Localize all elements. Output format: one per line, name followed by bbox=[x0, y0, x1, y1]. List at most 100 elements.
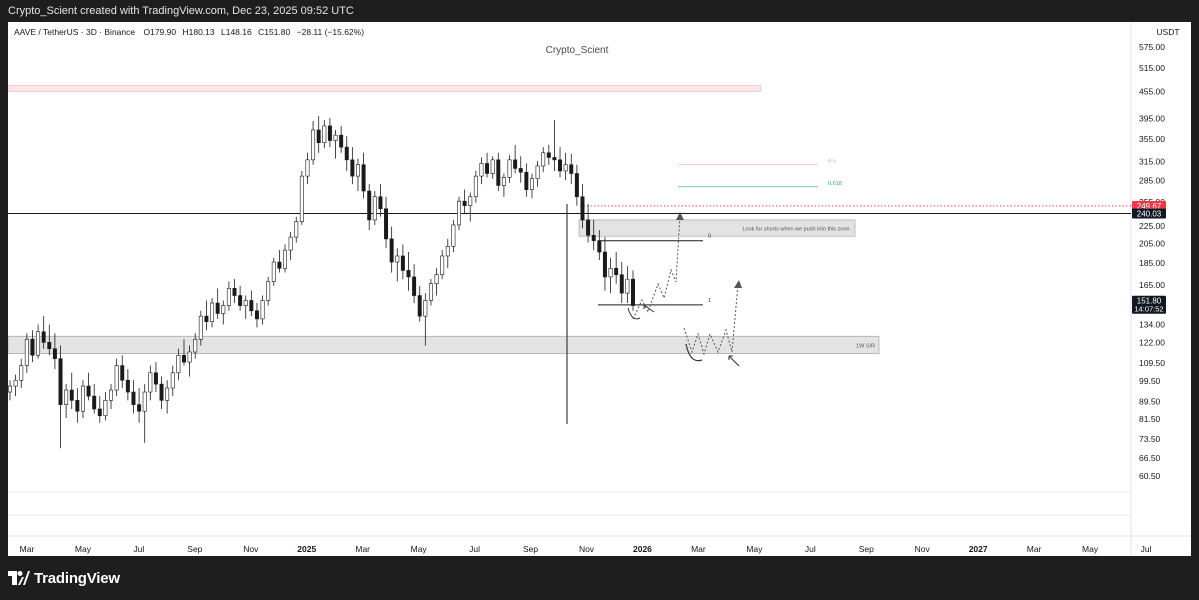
candle-up bbox=[507, 159, 512, 178]
candle-up bbox=[501, 177, 506, 186]
time-tick-label: Jul bbox=[1141, 544, 1152, 554]
candle-up bbox=[103, 400, 108, 417]
price-tick-label: 122.00 bbox=[1139, 337, 1165, 347]
candle-up bbox=[36, 331, 41, 356]
candle-up bbox=[226, 288, 231, 306]
candle-up bbox=[451, 224, 456, 247]
time-tick-label: Nov bbox=[243, 544, 259, 554]
price-tick-label: 205.00 bbox=[1139, 238, 1165, 248]
candle-down bbox=[97, 408, 102, 417]
candle-up bbox=[535, 165, 540, 180]
candle-down bbox=[52, 348, 57, 359]
candle-up bbox=[541, 152, 546, 167]
candle-up bbox=[428, 283, 433, 301]
candle-down bbox=[153, 372, 158, 385]
footer: TradingView bbox=[0, 556, 1199, 600]
candle-down bbox=[518, 168, 523, 173]
chart-attribution: Crypto_Scient created with TradingView.c… bbox=[8, 5, 354, 17]
price-tick-label: 395.00 bbox=[1139, 114, 1165, 124]
candle-down bbox=[614, 267, 619, 276]
time-tick-label: 2026 bbox=[633, 544, 652, 554]
price-label-text: 240.03 bbox=[1137, 209, 1162, 218]
candle-up bbox=[457, 200, 461, 226]
candle-down bbox=[159, 383, 164, 401]
candle-up bbox=[529, 178, 534, 190]
candle-up bbox=[468, 196, 473, 206]
time-tick-label: Sep bbox=[523, 544, 538, 554]
candle-up bbox=[187, 351, 192, 363]
candle-down bbox=[417, 295, 422, 317]
price-tick-label: 73.50 bbox=[1139, 434, 1161, 444]
candle-down bbox=[86, 385, 91, 397]
candle-down bbox=[30, 338, 35, 356]
fib-one-label: 1 bbox=[708, 298, 711, 304]
zone-grey bbox=[7, 335, 880, 354]
fib-level-label: 0.5 bbox=[828, 159, 836, 165]
cursor-arrow-2 bbox=[728, 355, 740, 367]
candle-down bbox=[137, 404, 142, 412]
candle-down bbox=[215, 302, 220, 314]
candle-down bbox=[131, 391, 136, 405]
cup-mark-2 bbox=[685, 343, 703, 362]
fib-zero-label: 0 bbox=[708, 234, 711, 240]
candle-up bbox=[434, 274, 439, 284]
candle-up bbox=[24, 338, 29, 366]
zone-label: 1W S/R bbox=[856, 343, 875, 349]
candle-down bbox=[339, 134, 344, 148]
candle-up bbox=[193, 338, 198, 353]
candle-down bbox=[558, 159, 563, 172]
candle-up bbox=[440, 255, 445, 276]
candle-down bbox=[406, 270, 411, 278]
candle-down bbox=[58, 358, 63, 405]
time-tick-label: May bbox=[1082, 544, 1099, 554]
candle-down bbox=[47, 342, 52, 350]
candle-up bbox=[260, 300, 265, 320]
tradingview-logo[interactable]: TradingView bbox=[8, 568, 120, 588]
zone-grey bbox=[578, 219, 856, 237]
candle-up bbox=[283, 249, 288, 269]
time-tick-label: Sep bbox=[859, 544, 874, 554]
cursor-arrow-1 bbox=[643, 304, 655, 313]
price-tick-label: 60.50 bbox=[1139, 471, 1161, 481]
time-axis[interactable]: Mar May Jul Sep Nov 2025 Mar May Jul Sep Nov 2026 Ma… bbox=[20, 544, 1152, 554]
symbol-header: AAVE / TetherUS · 3D · Binance O179.90 H… bbox=[14, 27, 364, 37]
candle-up bbox=[13, 379, 18, 387]
candle-down bbox=[591, 235, 596, 242]
candle-up bbox=[243, 300, 248, 306]
candle-up bbox=[210, 302, 215, 322]
price-tick-label: 575.00 bbox=[1139, 42, 1165, 52]
candle-up bbox=[490, 159, 495, 174]
candle-up bbox=[80, 385, 85, 412]
candle-down bbox=[462, 200, 467, 206]
candle-down bbox=[69, 389, 74, 401]
candle-down bbox=[120, 365, 125, 381]
price-tick-label: 185.00 bbox=[1139, 258, 1165, 268]
candle-up bbox=[608, 267, 613, 278]
time-tick-label: Nov bbox=[579, 544, 595, 554]
symbol-name: AAVE / TetherUS · 3D · Binance bbox=[14, 27, 135, 37]
candle-down bbox=[389, 238, 394, 263]
price-tick-label: 455.00 bbox=[1139, 87, 1165, 97]
candle-up bbox=[294, 221, 299, 238]
candle-down bbox=[316, 129, 321, 143]
candle-up bbox=[288, 236, 293, 251]
candle-down bbox=[361, 164, 366, 192]
time-tick-label: Jul bbox=[469, 544, 480, 554]
ohlc-change: −28.11 (−15.62%) bbox=[297, 27, 365, 37]
tradingview-wordmark: TradingView bbox=[34, 569, 120, 587]
candle-up bbox=[299, 175, 304, 222]
candle-up bbox=[311, 129, 316, 161]
candle-down bbox=[546, 152, 551, 158]
price-tick-label: 89.50 bbox=[1139, 396, 1161, 406]
candle-up bbox=[305, 159, 310, 177]
time-tick-label: May bbox=[746, 544, 763, 554]
candlestick-chart[interactable]: Look for shorts when we push into this z… bbox=[7, 22, 1191, 556]
price-tick-label: 515.00 bbox=[1139, 63, 1165, 73]
zone-label: Look for shorts when we push into this z… bbox=[742, 227, 851, 233]
candle-down bbox=[602, 251, 607, 278]
candle-up bbox=[170, 372, 175, 389]
candle-up bbox=[355, 164, 360, 177]
price-tick-label: 81.50 bbox=[1139, 414, 1161, 424]
time-tick-label: 2025 bbox=[297, 544, 316, 554]
